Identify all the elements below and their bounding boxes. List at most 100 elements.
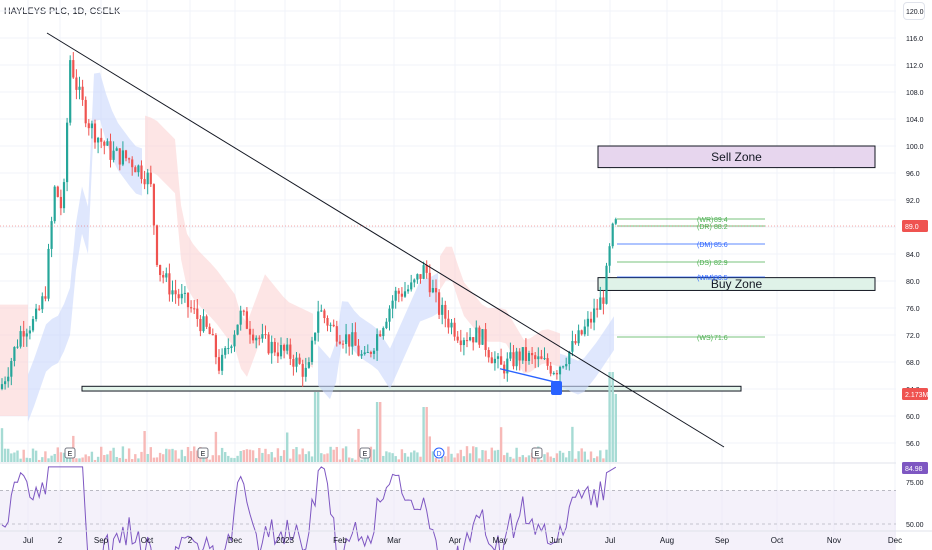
volume-bar [453, 457, 456, 462]
candle-body [385, 321, 388, 329]
candle-body [602, 297, 605, 304]
candle-body [140, 165, 143, 180]
candle-body [227, 348, 230, 350]
event-marker: D [433, 447, 445, 459]
time-tick-label: 2 [188, 536, 193, 545]
candle-body [258, 337, 261, 339]
time-tick-label: Dec [228, 536, 242, 545]
volume-bar [382, 455, 385, 462]
volume-bar [496, 449, 500, 462]
pivot-value: 82.9 [714, 260, 728, 267]
volume-bar [103, 455, 106, 462]
candle-body [72, 60, 75, 78]
volume-bar [168, 449, 171, 462]
candle-body [552, 373, 555, 375]
candle-body [317, 311, 320, 333]
volume-bar [592, 458, 596, 462]
price-tick-label: 116.0 [906, 36, 923, 43]
candle-body [351, 332, 354, 347]
volume-bar [90, 451, 94, 462]
candle-body [193, 308, 196, 310]
candle-body [90, 123, 93, 129]
volume-bar [512, 458, 515, 462]
candle-body [490, 357, 493, 364]
volume-bar [379, 402, 382, 462]
volume-bar [10, 453, 13, 462]
volume-bar [332, 449, 335, 462]
candle-body [279, 345, 283, 357]
volume-bar [276, 448, 280, 462]
volume-bar [503, 455, 506, 462]
trendline [46, 32, 725, 448]
volume-bar [602, 458, 605, 462]
candle-body [87, 123, 90, 129]
volume-bar [3, 448, 7, 462]
candle-body [304, 367, 307, 377]
volume-bar [369, 446, 373, 462]
volume-bar [568, 450, 571, 462]
volume-bar [93, 459, 97, 462]
candle-body [372, 350, 376, 354]
volume-bar [69, 455, 72, 462]
earnings-marker-icon [359, 447, 371, 459]
buy-marker [551, 381, 562, 395]
volume-bar [410, 452, 413, 462]
candle-body [171, 290, 174, 295]
candle-body [214, 335, 217, 358]
rsi-band [0, 490, 896, 550]
volume-bar [208, 459, 211, 462]
volume-bar [586, 459, 590, 462]
candle-body [335, 326, 338, 342]
volume-bar [326, 453, 329, 462]
candle-body [357, 345, 360, 356]
volume-bar [295, 447, 298, 462]
time-tick-label: Jul [23, 536, 33, 545]
candle-body [580, 330, 583, 335]
candle-body [149, 172, 152, 185]
price-tick-label: 68.0 [906, 360, 920, 367]
rsi-tick-label: 75.00 [906, 480, 924, 487]
candle-body [558, 366, 562, 375]
candle-body [345, 334, 348, 345]
pivot-value: 89.4 [714, 217, 728, 224]
candle-body [202, 316, 205, 332]
price-axis: 120.0116.0112.0108.0104.0100.096.092.088… [902, 9, 929, 529]
candle-body [425, 265, 428, 273]
volume-bar [202, 457, 205, 462]
rsi-badge-bg [902, 462, 928, 474]
candle-body [267, 334, 270, 354]
volume-bar [611, 372, 614, 462]
volume-bar [406, 456, 410, 462]
price-tick-label: 72.0 [906, 333, 920, 340]
volume-bar [413, 450, 416, 462]
volume-bar [270, 452, 273, 462]
volume-bar [391, 453, 394, 462]
chart-settings-button[interactable] [903, 2, 925, 20]
candle-body [25, 333, 28, 337]
pivot-tag: (DS) [697, 260, 711, 267]
candle-body [469, 337, 472, 341]
candle-body [236, 324, 239, 335]
volume-bar [41, 457, 44, 462]
volume-bar [397, 459, 400, 462]
volume-bar [335, 446, 338, 462]
candle-body [264, 334, 267, 336]
volume-bar [472, 446, 475, 462]
candle-body [183, 292, 186, 294]
candle-body [518, 351, 521, 361]
volume-bar [524, 457, 528, 462]
volume-bar [50, 455, 53, 462]
volume-bar [251, 450, 255, 462]
volume-bar [465, 446, 469, 462]
volume-bar [490, 447, 493, 462]
price-tick-label: 112.0 [906, 63, 923, 70]
volume-bar [134, 454, 137, 462]
volume-bar [230, 457, 233, 462]
time-tick-label: Feb [333, 536, 347, 545]
volume-bar [59, 452, 63, 462]
volume-badge: 2.173M [905, 392, 929, 399]
volume-bar [214, 431, 218, 462]
pivot-value: 88.2 [714, 224, 728, 231]
volume-bar [366, 455, 369, 462]
